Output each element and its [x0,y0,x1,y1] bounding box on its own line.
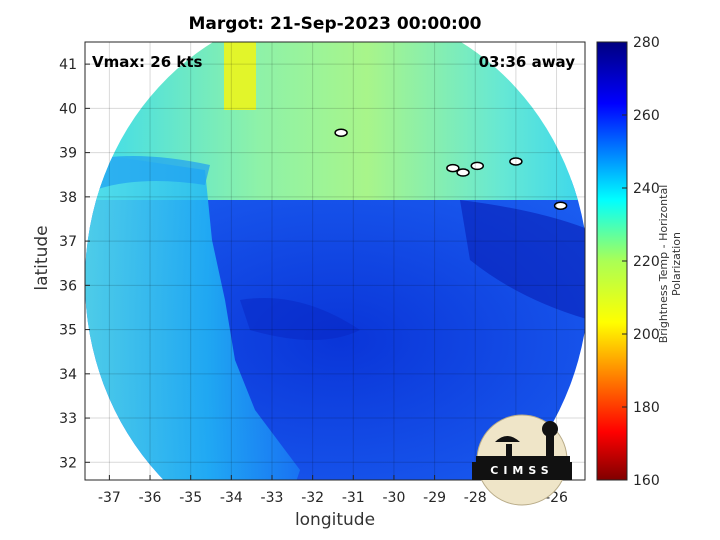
x-axis-label: longitude [294,510,376,530]
cloud-contour [334,128,348,137]
x-tick-label: -31 [342,490,365,506]
vmax-annotation: Vmax: 26 kts [92,53,203,71]
cloud-contour [470,161,485,171]
cloud-contour [456,168,470,177]
colorbar-tick-label: 280 [633,35,660,51]
logo-tower [546,430,554,462]
x-tick-label: -34 [220,490,243,506]
x-tick-label: -35 [179,490,202,506]
y-tick-label: 36 [59,278,77,294]
cloud-contour [509,157,523,166]
x-tick-label: -33 [261,490,284,506]
cloud-contour [553,201,568,210]
logo-dish [542,421,558,437]
logo-antenna [495,436,520,460]
y-tick-label: 35 [59,323,77,339]
cold-streak [90,156,210,190]
axes-frame [84,41,586,481]
logo-text: CIMSS [472,462,572,480]
colorbar-tick-label: 220 [633,254,660,270]
x-tick-label: -37 [98,490,121,506]
x-tick-label: -30 [383,490,406,506]
x-tick-label: -32 [301,490,324,506]
cold-top-strip [224,42,256,110]
y-tick-label: 38 [59,190,77,206]
swath-imagery [85,42,585,480]
y-tick-label: 40 [59,101,77,117]
y-tick-label: 37 [59,234,77,250]
warm-patch-center [240,298,360,340]
away-annotation: 03:36 away [478,53,575,71]
y-tick-label: 39 [59,146,77,162]
colorbar-tick-label: 260 [633,108,660,124]
colorbar-tick-label: 160 [633,473,660,489]
west-cool-edge [85,150,300,480]
chart-title: Margot: 21-Sep-2023 00:00:00 [188,14,482,34]
x-tick-label: -28 [464,490,487,506]
colorbar-label: Brightness Temp - Horizontal Polarizatio… [657,184,683,344]
colorbar-tick-label: 200 [633,327,660,343]
colorbar-tick-label: 180 [633,400,660,416]
y-tick-label: 41 [59,57,77,73]
y-tick-label: 32 [59,455,77,471]
x-tick-label: -29 [423,490,446,506]
y-axis-label: latitude [32,225,52,291]
x-tick-label: -36 [139,490,162,506]
y-tick-label: 33 [59,411,77,427]
colorbar-tick-label: 240 [633,181,660,197]
cloud-contour [446,163,460,173]
y-tick-label: 34 [59,367,77,383]
warm-patch-east [460,200,585,320]
